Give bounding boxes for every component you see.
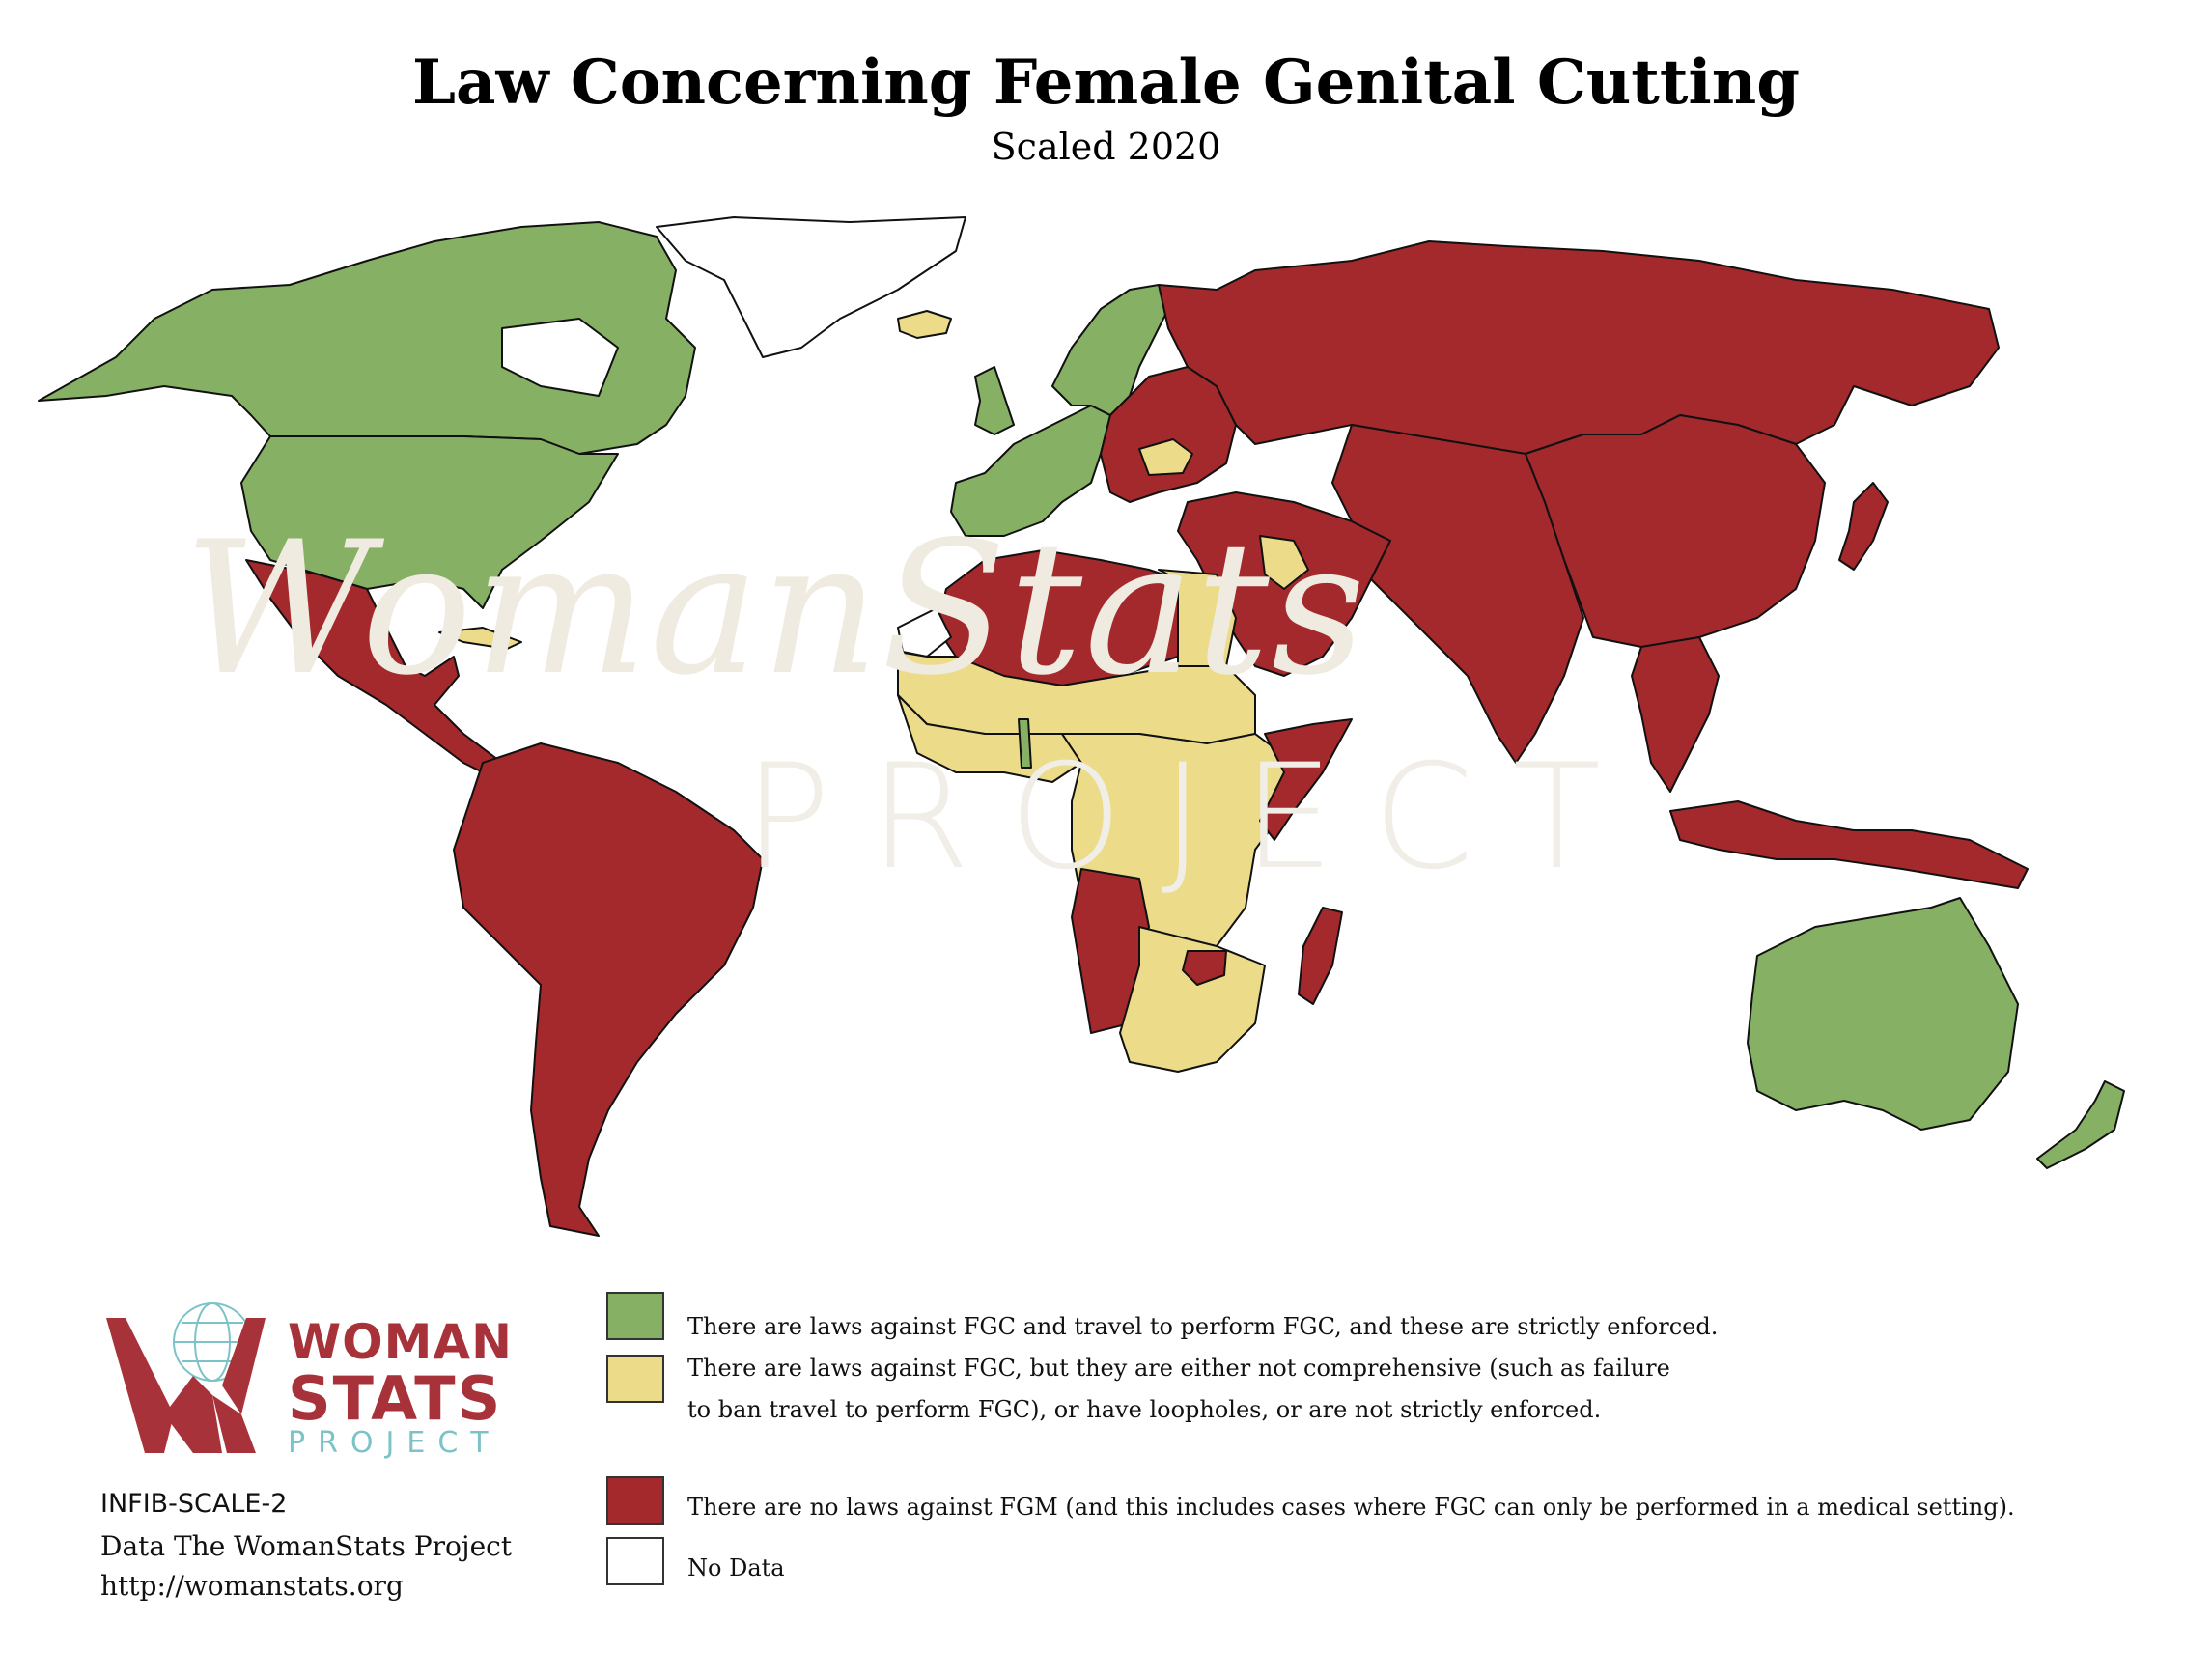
region-greenland bbox=[656, 216, 966, 358]
region-scandinavia bbox=[1051, 284, 1169, 416]
logo-text-woman: WOMAN bbox=[288, 1314, 513, 1370]
legend-swatch-no-data bbox=[606, 1537, 664, 1585]
region-romania bbox=[1138, 438, 1193, 476]
legend-swatch-strict bbox=[606, 1292, 664, 1340]
region-togo bbox=[1018, 718, 1032, 769]
logo-text-stats: STATS bbox=[288, 1363, 503, 1434]
region-western-europe bbox=[950, 405, 1111, 537]
legend-label-no-data: No Data bbox=[687, 1554, 785, 1581]
region-western-sahara bbox=[897, 607, 952, 658]
logo-text-project: PROJECT bbox=[288, 1426, 501, 1460]
region-madagascar bbox=[1298, 907, 1343, 1005]
region-iceland bbox=[897, 310, 952, 339]
source-code: INFIB-SCALE-2 bbox=[100, 1489, 288, 1519]
legend-label-none: There are no laws against FGM (and this … bbox=[687, 1494, 2015, 1521]
region-southeast-asia bbox=[1631, 636, 1720, 793]
region-japan bbox=[1838, 482, 1889, 571]
region-west-africa bbox=[897, 694, 1082, 783]
region-cuba bbox=[438, 627, 522, 650]
legend-label-strict: There are laws against FGC and travel to… bbox=[687, 1313, 1719, 1340]
region-canada bbox=[38, 221, 696, 455]
raised-hands-icon bbox=[106, 1318, 266, 1453]
womanstats-logo bbox=[106, 1302, 266, 1453]
legend-label-partial-line2: to ban travel to perform FGC), or have l… bbox=[687, 1396, 1602, 1423]
region-china-east-asia bbox=[1525, 414, 1826, 648]
region-southern-africa bbox=[1119, 926, 1266, 1073]
region-united-kingdom bbox=[974, 366, 1015, 435]
page-title: Law Concerning Female Genital Cutting bbox=[412, 46, 1800, 119]
region-zimbabwe bbox=[1182, 950, 1227, 986]
page-subtitle: Scaled 2020 bbox=[991, 126, 1221, 168]
region-new-zealand bbox=[2036, 1080, 2125, 1169]
legend-swatch-partial bbox=[606, 1355, 664, 1403]
region-australia bbox=[1747, 897, 2019, 1131]
legend-label-partial-line1: There are laws against FGC, but they are… bbox=[687, 1355, 1670, 1382]
legend-swatch-none bbox=[606, 1476, 664, 1525]
region-russia bbox=[1158, 240, 2000, 455]
region-mexico-central-america bbox=[245, 559, 522, 783]
region-south-america bbox=[453, 742, 764, 1237]
source-url: http://womanstats.org bbox=[100, 1570, 404, 1602]
source-credit: Data The WomanStats Project bbox=[100, 1530, 513, 1562]
region-indonesia-png bbox=[1669, 800, 2029, 889]
region-iraq bbox=[1259, 535, 1309, 590]
region-united-states bbox=[240, 435, 619, 609]
region-somalia bbox=[1259, 718, 1353, 841]
